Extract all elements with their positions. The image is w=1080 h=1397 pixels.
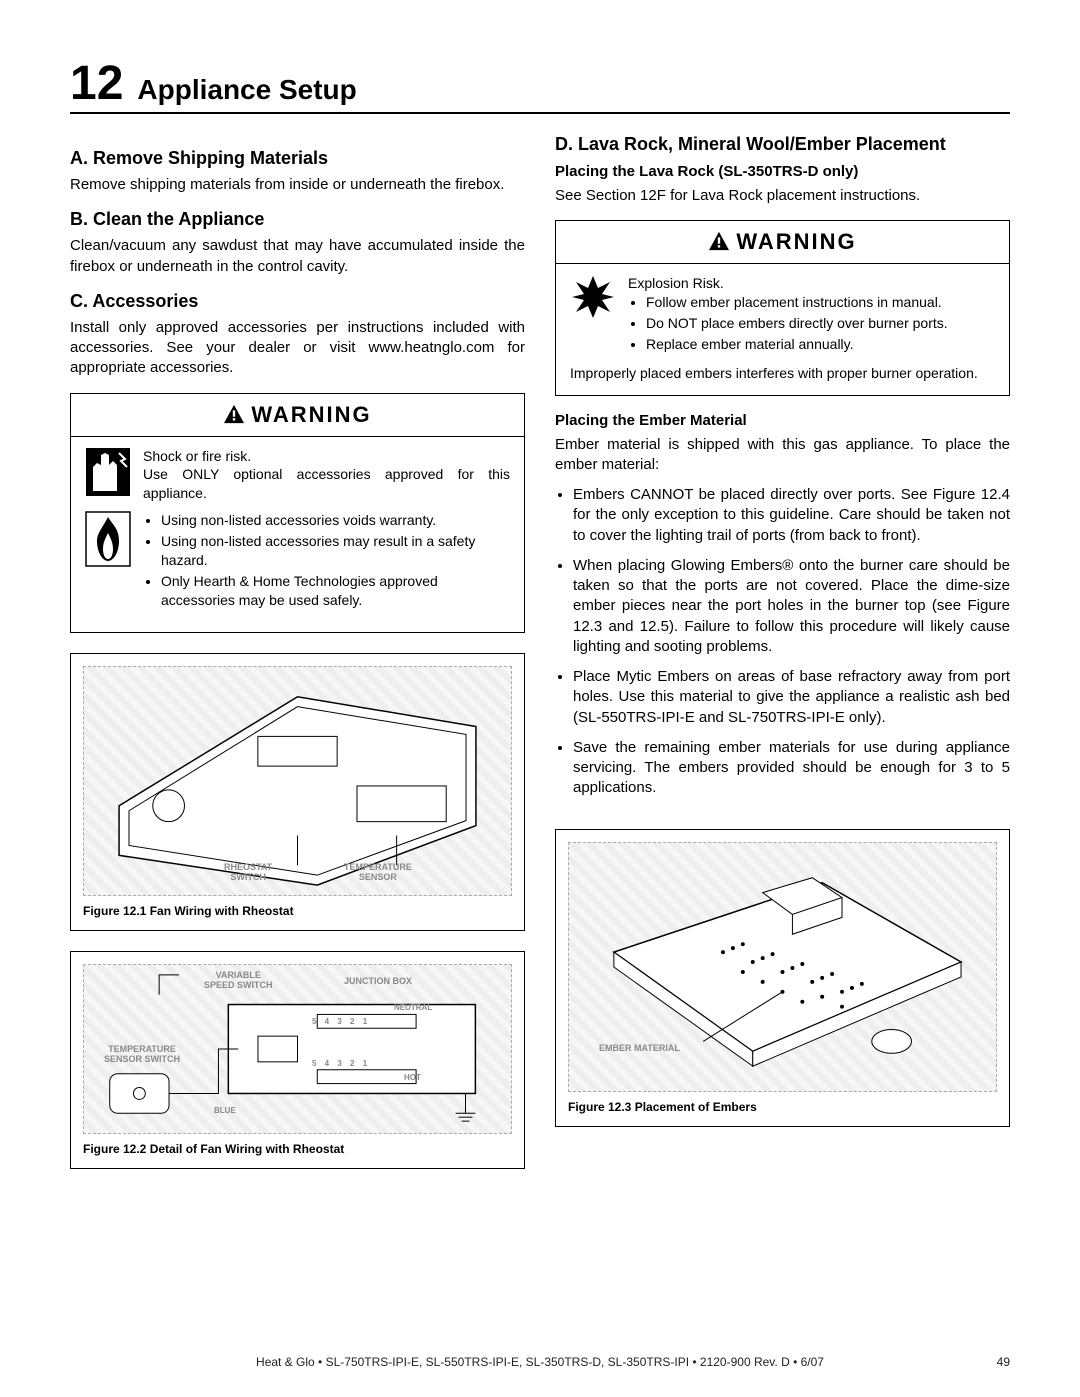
warning-header: WARNING (556, 221, 1009, 264)
fig2-neutral: NEUTRAL (394, 1003, 432, 1012)
fig2-tss: TEMPERATURESENSOR SWITCH (104, 1045, 180, 1065)
section-number: 12 (70, 60, 123, 108)
ember-bullets: Embers CANNOT be placed directly over po… (555, 485, 1010, 799)
alert-icon (223, 404, 245, 424)
text-c: Install only approved accessories per in… (70, 318, 525, 379)
flame-icon (85, 511, 131, 611)
text-d: See Section 12F for Lava Rock placement … (555, 186, 1010, 206)
warning-header: WARNING (71, 394, 524, 437)
fig2-caption: Figure 12.2 Detail of Fan Wiring with Rh… (83, 1142, 512, 1156)
ember-bullet: Embers CANNOT be placed directly over po… (573, 485, 1010, 546)
fig2-hot: HOT (404, 1073, 421, 1082)
page-footer: Heat & Glo • SL-750TRS-IPI-E, SL-550TRS-… (70, 1355, 1010, 1369)
figure-12-3: EMBER MATERIAL Figure 12.3 Placement of … (555, 829, 1010, 1127)
text-b: Clean/vacuum any sawdust that may have a… (70, 236, 525, 277)
warning-box-explosion: WARNING Explosion Risk. Follow ember pla… (555, 220, 1010, 395)
page-number: 49 (970, 1355, 1010, 1369)
warn-bullet: Using non-listed accessories may result … (161, 532, 510, 570)
fig2-blue: BLUE (214, 1106, 236, 1115)
alert-icon (708, 231, 730, 251)
fig1-caption: Figure 12.1 Fan Wiring with Rheostat (83, 904, 512, 918)
ember-intro: Ember material is shipped with this gas … (555, 435, 1010, 476)
figure-12-3-drawing: EMBER MATERIAL (568, 842, 997, 1092)
warning-title: WARNING (736, 229, 856, 254)
fig1-label-rheostat: RHEOSTATSWITCH (224, 863, 272, 883)
warn2-line1: Explosion Risk. (628, 274, 995, 293)
warn-bullet: Do NOT place embers directly over burner… (646, 314, 995, 333)
figure-12-1: RHEOSTATSWITCH TEMPERATURESENSOR Figure … (70, 653, 525, 931)
warn-bullet: Follow ember placement instructions in m… (646, 293, 995, 312)
heading-b: B. Clean the Appliance (70, 209, 525, 230)
warning-box-accessories: WARNING Shock or fire risk. Use ONLY opt… (70, 393, 525, 633)
left-column: A. Remove Shipping Materials Remove ship… (70, 134, 525, 1169)
warn-bullet: Only Hearth & Home Technologies approved… (161, 572, 510, 610)
ember-bullet: Place Mytic Embers on areas of base refr… (573, 667, 1010, 728)
heading-a: A. Remove Shipping Materials (70, 148, 525, 169)
fig2-nums2: 5 4 3 2 1 (312, 1059, 370, 1068)
section-title: Appliance Setup (137, 74, 356, 106)
figure-12-1-drawing: RHEOSTATSWITCH TEMPERATURESENSOR (83, 666, 512, 896)
ember-heading: Placing the Ember Material (555, 412, 1010, 429)
heading-c: C. Accessories (70, 291, 525, 312)
warn-bullet: Replace ember material annually. (646, 335, 995, 354)
warn2-bullets: Follow ember placement instructions in m… (628, 293, 995, 354)
warn1-bullets: Using non-listed accessories voids warra… (143, 511, 510, 609)
fig2-jbox: JUNCTION BOX (344, 977, 412, 987)
fig1-label-temp: TEMPERATURESENSOR (344, 863, 412, 883)
footer-text: Heat & Glo • SL-750TRS-IPI-E, SL-550TRS-… (110, 1355, 970, 1369)
text-a: Remove shipping materials from inside or… (70, 175, 525, 195)
warning-title: WARNING (251, 402, 371, 427)
subheading-d: Placing the Lava Rock (SL-350TRS-D only) (555, 163, 1010, 180)
fig2-vss: VARIABLESPEED SWITCH (204, 971, 273, 991)
figure-12-2: VARIABLESPEED SWITCH JUNCTION BOX TEMPER… (70, 951, 525, 1169)
warn2-tail: Improperly placed embers interferes with… (570, 364, 995, 383)
fig2-nums1: 5 4 3 2 1 (312, 1017, 370, 1026)
right-column: D. Lava Rock, Mineral Wool/Ember Placeme… (555, 134, 1010, 1169)
fig3-caption: Figure 12.3 Placement of Embers (568, 1100, 997, 1114)
fig3-label: EMBER MATERIAL (599, 1043, 680, 1053)
figure-12-2-drawing: VARIABLESPEED SWITCH JUNCTION BOX TEMPER… (83, 964, 512, 1134)
explosion-icon (570, 274, 616, 356)
ember-bullet: Save the remaining ember materials for u… (573, 738, 1010, 799)
shock-hand-icon (85, 447, 131, 504)
warn-bullet: Using non-listed accessories voids warra… (161, 511, 510, 530)
warn1-line2: Use ONLY optional accessories approved f… (143, 465, 510, 503)
ember-bullet: When placing Glowing Embers® onto the bu… (573, 556, 1010, 657)
heading-d: D. Lava Rock, Mineral Wool/Ember Placeme… (555, 134, 1010, 155)
section-header: 12 Appliance Setup (70, 60, 1010, 114)
warn1-line1: Shock or fire risk. (143, 447, 510, 466)
